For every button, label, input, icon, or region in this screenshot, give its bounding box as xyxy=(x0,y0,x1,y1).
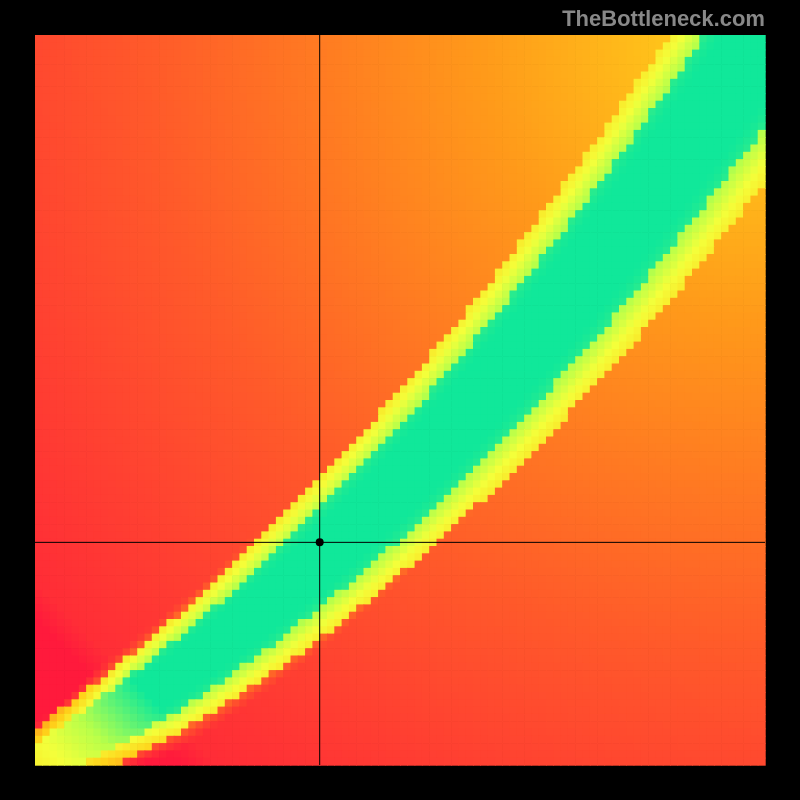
watermark-label: TheBottleneck.com xyxy=(562,6,765,32)
chart-container: TheBottleneck.com xyxy=(0,0,800,800)
heatmap-canvas xyxy=(0,0,800,800)
